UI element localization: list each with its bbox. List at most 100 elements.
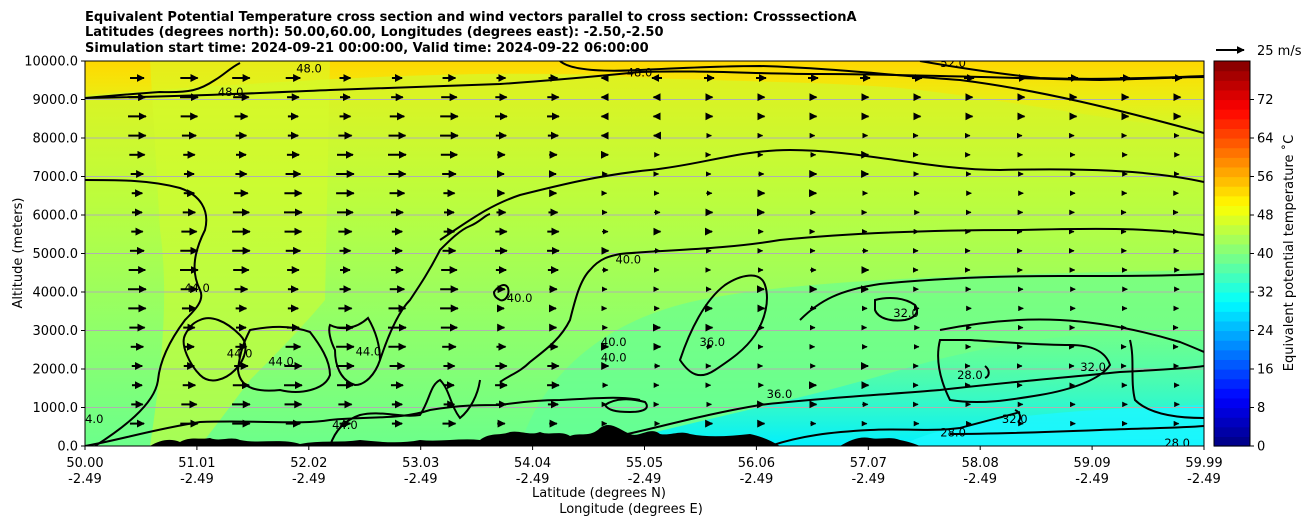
colorbar-segment [1214, 301, 1250, 312]
x-tick-label-lat: 56.06 [738, 456, 775, 471]
x-tick-label-lon: -2.49 [628, 472, 662, 487]
y-tick-label: 10000.0 [24, 55, 78, 70]
colorbar-segment [1214, 138, 1250, 149]
wind-vectors [128, 74, 1183, 428]
colorbar-segment [1214, 234, 1250, 245]
colorbar-segment [1214, 176, 1250, 187]
colorbar-segment [1214, 80, 1250, 91]
colorbar-segment [1214, 292, 1250, 303]
x-axis-label-longitude: Longitude (degrees E) [559, 502, 703, 517]
colorbar-segment [1214, 205, 1250, 216]
colorbar-segment [1214, 99, 1250, 110]
contour-label-text: 32.0 [1080, 360, 1106, 374]
contour-48-left [85, 62, 241, 99]
colorbar-tick-label: 8 [1257, 401, 1265, 416]
contour-label-text: 44.0 [78, 412, 104, 426]
colorbar-segment [1214, 340, 1250, 351]
contour-44-main [85, 179, 208, 446]
contour-32-a [874, 296, 918, 322]
contour-label-text: 32.0 [893, 306, 919, 320]
contour-label: 40.0 [507, 291, 533, 305]
contour-label: 44.0 [78, 412, 104, 426]
contour-label-text: 40.0 [601, 350, 627, 364]
colorbar-tick-label: 0 [1257, 440, 1265, 455]
x-tick-label-lat: 52.02 [290, 456, 327, 471]
y-tick-label: 9000.0 [33, 93, 79, 108]
contour-label: 44.0 [268, 354, 294, 368]
y-tick-label: 2000.0 [33, 363, 79, 378]
theta-e-coldest-pool [900, 405, 1204, 446]
colorbar-tick-label: 32 [1257, 286, 1274, 301]
quiver-key: 25 m/s [1216, 44, 1302, 59]
contour-label: 48.0 [296, 62, 322, 76]
contour-40-left [379, 213, 491, 361]
x-tick-label-lat: 59.09 [1073, 456, 1110, 471]
y-tick-label: 5000.0 [33, 247, 79, 262]
contour-label: 44.0 [227, 347, 253, 361]
contour-label-text: 32.0 [1002, 412, 1028, 426]
chart-title-line-1: Equivalent Potential Temperature cross s… [85, 10, 857, 25]
colorbar-segment [1214, 89, 1250, 101]
x-tick-label-lat: 58.08 [962, 456, 999, 471]
colorbar-segment [1214, 166, 1250, 178]
contour-44-right [439, 148, 1204, 241]
contour-label-text: 40.0 [601, 335, 627, 349]
colorbar-segment [1214, 388, 1250, 399]
colorbar-segment [1214, 282, 1250, 293]
y-tick-label: 4000.0 [33, 286, 79, 301]
x-tick-label-lat: 50.00 [66, 456, 103, 471]
contour-label: 40.0 [601, 350, 627, 364]
contour-label: 52.0 [940, 61, 966, 70]
contour-label: 36.0 [699, 335, 725, 349]
contour-labels: 48.0 48.0 48.0 52.0 44.0 44.0 44.0 44.0 44.0 44.0… [78, 61, 1190, 450]
x-tick-label-lon: -2.49 [1075, 472, 1109, 487]
y-tick-label: 6000.0 [33, 209, 79, 224]
contour-36-a [678, 274, 768, 377]
chart-title-line-3: Simulation start time: 2024-09-21 00:00:… [85, 41, 649, 56]
colorbar-segment [1214, 263, 1250, 274]
contour-label: 44.0 [332, 418, 358, 432]
terrain-silhouette [150, 424, 780, 446]
contour-label-text: 48.0 [627, 66, 653, 80]
y-axis-ticks: 0.0 1000.0 2000.0 3000.0 4000.0 5000.0 6000.0 7… [24, 55, 85, 455]
contour-32-lower [769, 411, 1021, 446]
colorbar-segment [1214, 118, 1250, 129]
contour-40-lower [85, 396, 641, 446]
colorbar-segment [1214, 349, 1250, 360]
x-tick-label-lon: -2.49 [740, 472, 774, 487]
contour-label: 32.0 [893, 306, 919, 320]
x-tick-label-lat: 55.05 [626, 456, 663, 471]
y-axis-label: Altitude (meters) [11, 198, 26, 309]
contour-lines [85, 61, 1204, 446]
contour-28-surface [949, 425, 1204, 435]
colorbar-segment [1214, 330, 1250, 341]
contour-label-text: 48.0 [296, 62, 322, 76]
x-tick-label-lat: 57.07 [850, 456, 887, 471]
contour-label-text: 44.0 [268, 354, 294, 368]
contour-label: 48.0 [627, 66, 653, 80]
colorbar-label: Equivalent potential temperature ˚C [1281, 135, 1297, 371]
contour-label-text: 44.0 [227, 347, 253, 361]
contour-28-small [984, 365, 990, 379]
chart-title-line-2: Latitudes (degrees north): 50.00,60.00, … [85, 25, 664, 40]
contour-label-text: 28.0 [957, 368, 983, 382]
x-tick-label-lat: 51.01 [178, 456, 215, 471]
colorbar-segment [1214, 70, 1250, 81]
contour-label: 32.0 [1080, 360, 1106, 374]
contour-label: 44.0 [356, 345, 382, 359]
contour-label-text: 40.0 [507, 291, 533, 305]
contour-label-text: 36.0 [699, 335, 725, 349]
contour-label: 44.0 [184, 281, 210, 295]
colorbar-segment [1214, 311, 1250, 322]
contour-label: 28.0 [940, 426, 966, 440]
contour-label: 28.0 [957, 368, 983, 382]
y-tick-label: 7000.0 [33, 170, 79, 185]
x-tick-label-lat: 53.03 [402, 456, 439, 471]
contour-label-text: 28.0 [1164, 436, 1190, 450]
contour-44-surface [329, 378, 481, 446]
colorbar-segment [1214, 436, 1250, 447]
colorbar-segment [1214, 397, 1250, 409]
y-tick-label: 8000.0 [33, 132, 79, 147]
colorbar-tick-label: 48 [1257, 209, 1274, 224]
